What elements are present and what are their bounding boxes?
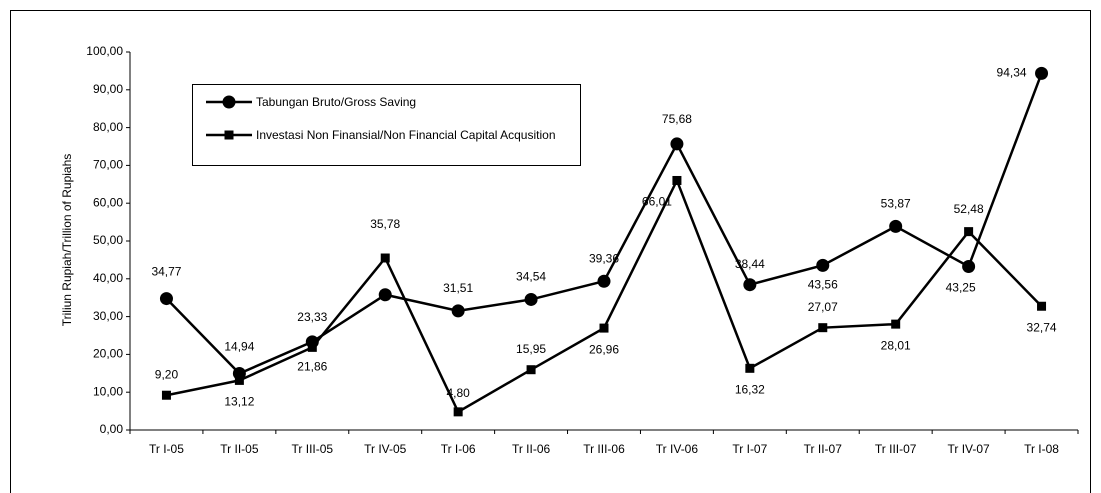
y-tick-label: 20,00: [93, 347, 123, 361]
x-tick-label: Tr I-05: [149, 442, 184, 456]
point: [526, 365, 536, 375]
legend-label: Investasi Non Finansial/Non Financial Ca…: [256, 128, 556, 142]
data-label: 34,77: [151, 265, 181, 279]
y-tick-label: 60,00: [93, 195, 123, 209]
data-label: 27,07: [808, 300, 838, 314]
legend-box: [192, 84, 581, 166]
point: [378, 288, 392, 302]
data-label: 94,34: [997, 66, 1027, 80]
data-label: 23,33: [297, 310, 327, 324]
point: [451, 304, 465, 318]
point: [743, 278, 757, 292]
data-label: 34,54: [516, 270, 546, 284]
point: [307, 342, 317, 352]
x-tick-label: Tr III-06: [583, 442, 625, 456]
data-label: 52,48: [954, 202, 984, 216]
point: [599, 323, 609, 333]
point: [597, 274, 611, 288]
x-tick-label: Tr II-05: [220, 442, 259, 456]
data-label: 28,01: [881, 338, 911, 352]
data-label: 21,86: [297, 360, 327, 374]
point: [159, 292, 173, 306]
data-label: 66,01: [642, 195, 672, 209]
data-label: 13,12: [224, 395, 254, 409]
y-tick-label: 30,00: [93, 309, 123, 323]
point: [672, 175, 682, 185]
data-label: 14,94: [224, 340, 254, 354]
point: [1037, 301, 1047, 311]
point: [222, 95, 236, 109]
data-label: 9,20: [155, 367, 179, 381]
point: [161, 390, 171, 400]
point: [745, 363, 755, 373]
chart-frame: [10, 10, 1091, 493]
x-tick-label: Tr IV-07: [947, 442, 990, 456]
x-tick-label: Tr III-05: [292, 442, 334, 456]
data-label: 75,68: [662, 112, 692, 126]
legend-item: Tabungan Bruto/Gross Saving: [256, 95, 417, 109]
point: [224, 130, 234, 140]
point: [453, 407, 463, 417]
data-label: 43,56: [808, 278, 838, 292]
point: [964, 227, 974, 237]
y-tick-label: 40,00: [93, 271, 123, 285]
x-tick-label: Tr I-08: [1024, 442, 1059, 456]
y-tick-label: 70,00: [93, 158, 123, 172]
legend-label: Tabungan Bruto/Gross Saving: [256, 95, 417, 109]
data-label: 4,80: [446, 386, 470, 400]
x-tick-label: Tr II-07: [804, 442, 843, 456]
y-tick-label: 90,00: [93, 82, 123, 96]
data-label: 32,74: [1027, 320, 1057, 334]
y-tick-label: 100,00: [86, 44, 123, 58]
point: [889, 219, 903, 233]
point: [524, 292, 538, 306]
point: [670, 137, 684, 151]
point: [234, 375, 244, 385]
series-line: [166, 177, 1043, 414]
x-tick-label: Tr II-06: [512, 442, 551, 456]
x-tick-label: Tr I-07: [732, 442, 767, 456]
data-label: 38,44: [735, 257, 765, 271]
point: [962, 260, 976, 274]
x-tick-label: Tr IV-06: [656, 442, 699, 456]
data-label: 26,96: [589, 342, 619, 356]
data-label: 53,87: [881, 197, 911, 211]
y-tick-label: 0,00: [100, 422, 124, 436]
data-label: 43,25: [946, 281, 976, 295]
data-label: 16,32: [735, 382, 765, 396]
y-tick-label: 50,00: [93, 233, 123, 247]
y-tick-label: 80,00: [93, 120, 123, 134]
data-label: 35,78: [370, 217, 400, 231]
y-tick-label: 10,00: [93, 384, 123, 398]
point: [891, 319, 901, 329]
point: [1035, 66, 1049, 80]
legend-item: Investasi Non Finansial/Non Financial Ca…: [256, 128, 556, 142]
x-tick-label: Tr IV-05: [364, 442, 407, 456]
point: [818, 323, 828, 333]
data-label: 31,51: [443, 281, 473, 295]
x-tick-label: Tr I-06: [441, 442, 476, 456]
x-tick-label: Tr III-07: [875, 442, 917, 456]
point: [816, 258, 830, 272]
data-label: 15,95: [516, 342, 546, 356]
y-axis-label: Triliun Rupiah/Trillion of Rupiahs: [60, 154, 74, 327]
point: [380, 253, 390, 263]
data-label: 39,36: [589, 251, 619, 265]
